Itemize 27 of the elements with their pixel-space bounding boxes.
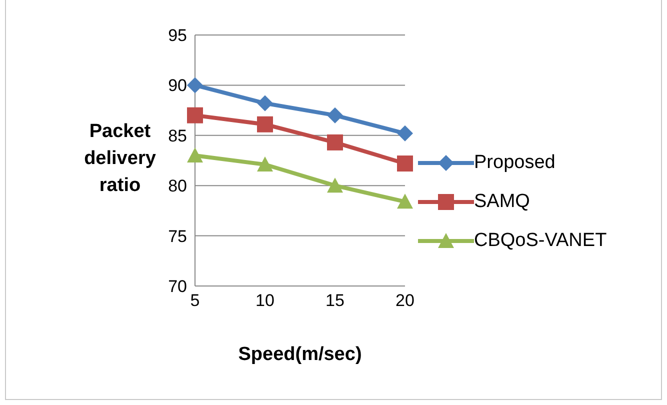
y-tick-label: 75 <box>168 226 187 246</box>
point <box>397 125 413 142</box>
point <box>397 156 413 172</box>
legend-label: Proposed <box>474 152 556 174</box>
legend-label: SAMQ <box>474 190 530 212</box>
point <box>187 77 203 94</box>
point <box>257 156 273 172</box>
y-tick-label: 85 <box>168 126 187 146</box>
y-axis-title: Packet delivery ratio <box>83 120 157 198</box>
point <box>327 134 343 150</box>
point <box>187 147 203 162</box>
point <box>257 95 273 112</box>
y-tick-label: 90 <box>168 76 187 96</box>
y-tick-label: 70 <box>168 277 187 296</box>
x-tick-label: 10 <box>256 291 274 310</box>
point <box>397 194 413 209</box>
point <box>327 107 343 124</box>
point <box>257 116 273 132</box>
x-tick-label: 5 <box>190 291 200 310</box>
x-tick-label: 15 <box>326 291 344 310</box>
x-axis-title: Speed(m/sec) <box>237 344 363 366</box>
x-tick-label: 20 <box>396 291 414 310</box>
point <box>187 107 203 124</box>
y-tick-label: 80 <box>168 176 187 196</box>
point <box>327 178 343 193</box>
y-tick-label: 95 <box>168 26 187 46</box>
legend-label: CBQoS-VANET <box>474 230 607 252</box>
